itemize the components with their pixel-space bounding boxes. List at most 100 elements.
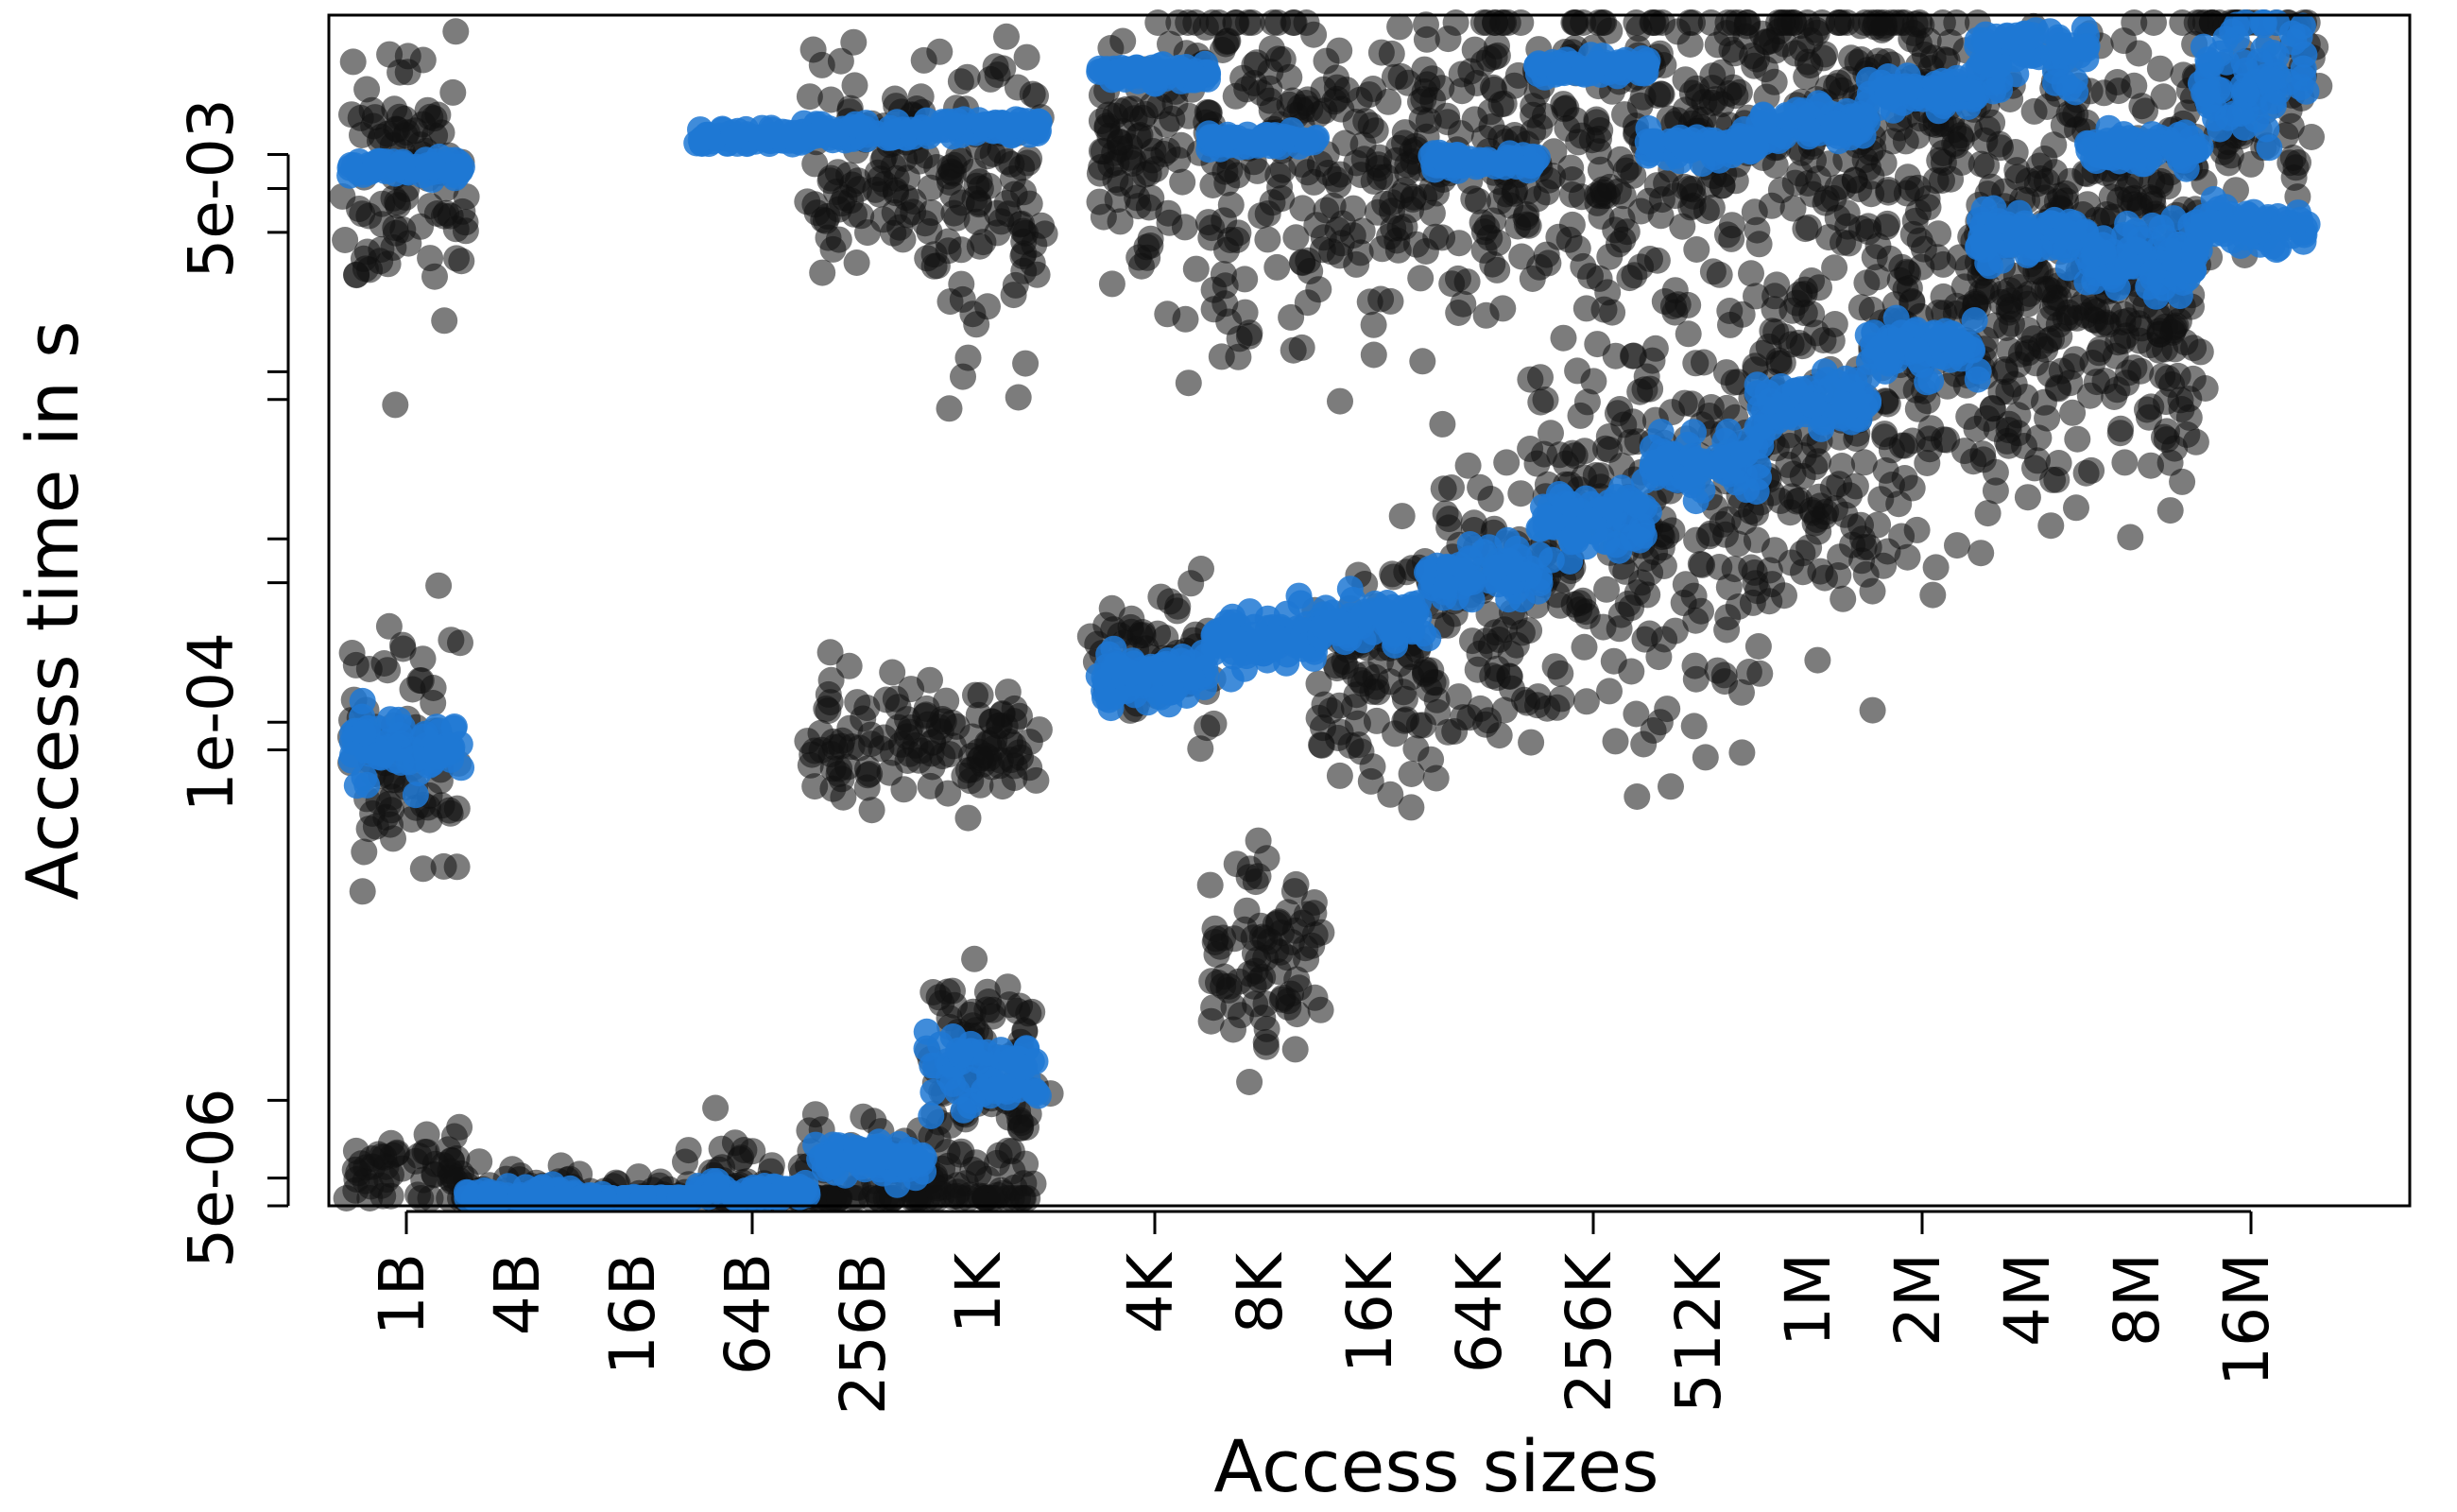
- data-point: [1558, 181, 1586, 208]
- data-point: [1933, 426, 1961, 454]
- data-point: [817, 86, 845, 113]
- data-point: [913, 701, 939, 729]
- data-point: [2132, 97, 2158, 125]
- data-point: [1967, 540, 1995, 567]
- data-point: [935, 780, 962, 807]
- data-point: [404, 1181, 432, 1209]
- data-point: [1791, 281, 1818, 308]
- data-point: [1220, 643, 1247, 670]
- data-point: [1386, 13, 1414, 41]
- data-point: [1491, 696, 1519, 724]
- data-point: [1223, 227, 1250, 253]
- data-point: [1584, 50, 1610, 77]
- data-point: [2063, 494, 2089, 522]
- data-point: [1239, 629, 1266, 657]
- data-point: [2182, 428, 2209, 455]
- data-point: [1196, 871, 1224, 899]
- data-point: [2078, 456, 2105, 484]
- data-point: [1671, 389, 1698, 417]
- data-point: [1705, 131, 1731, 159]
- data-point: [1252, 1028, 1280, 1056]
- data-point: [454, 1185, 481, 1211]
- data-point: [1327, 387, 1353, 415]
- data-point: [1969, 440, 1997, 468]
- data-point: [1706, 261, 1733, 288]
- data-point: [1904, 174, 1932, 201]
- data-point: [1305, 670, 1332, 697]
- data-point: [1696, 171, 1724, 198]
- data-point: [854, 762, 882, 789]
- data-point: [1743, 134, 1769, 162]
- data-point: [1714, 458, 1742, 486]
- data-point: [967, 175, 994, 202]
- data-point: [1157, 30, 1183, 58]
- data-point: [967, 681, 994, 709]
- data-point: [1547, 592, 1573, 619]
- data-point: [1596, 678, 1623, 705]
- data-point: [440, 714, 468, 742]
- data-point: [1237, 129, 1263, 156]
- data-point: [819, 235, 847, 263]
- data-point: [799, 36, 827, 63]
- data-point: [1380, 622, 1407, 649]
- data-point: [342, 651, 369, 679]
- data-point: [841, 200, 868, 228]
- data-point: [2026, 217, 2053, 245]
- data-point: [1643, 247, 1671, 274]
- data-point: [430, 852, 457, 880]
- data-point: [1746, 660, 1774, 687]
- data-point: [1761, 68, 1788, 95]
- data-point: [1842, 472, 1869, 500]
- data-point: [1322, 652, 1349, 679]
- data-point: [1340, 195, 1367, 222]
- data-point: [1281, 1036, 1309, 1063]
- data-point: [1435, 514, 1463, 541]
- data-point: [1790, 558, 1816, 586]
- data-point: [1495, 149, 1522, 177]
- data-point: [1431, 578, 1458, 606]
- data-point: [2107, 415, 2135, 442]
- data-point: [1675, 320, 1702, 348]
- data-point: [1164, 146, 1192, 174]
- data-point: [2064, 425, 2091, 453]
- data-point: [1147, 583, 1175, 610]
- data-point: [1589, 179, 1617, 206]
- data-point: [1767, 488, 1795, 514]
- data-point: [942, 1182, 970, 1210]
- data-point: [1305, 276, 1332, 303]
- data-point: [845, 167, 871, 195]
- data-point: [1472, 301, 1500, 329]
- data-point: [1104, 63, 1131, 91]
- data-point: [984, 61, 1011, 89]
- data-point: [1288, 334, 1315, 361]
- data-point: [1520, 118, 1547, 146]
- data-point: [1377, 287, 1404, 315]
- data-point: [1200, 622, 1228, 649]
- data-point: [948, 270, 975, 298]
- data-point: [438, 161, 466, 188]
- data-point: [1326, 762, 1353, 789]
- data-point: [919, 728, 947, 755]
- data-point: [1482, 619, 1509, 646]
- data-point: [1391, 707, 1418, 734]
- data-point: [1117, 660, 1144, 687]
- data-point: [1516, 617, 1543, 644]
- data-point: [1460, 509, 1487, 537]
- data-point: [1658, 773, 1684, 800]
- data-point: [1623, 700, 1650, 728]
- data-point: [1761, 537, 1788, 564]
- data-point: [1871, 423, 1899, 451]
- data-point: [353, 76, 381, 103]
- data-point: [1829, 116, 1856, 144]
- data-point: [389, 216, 417, 244]
- data-point: [947, 68, 974, 95]
- data-point: [1353, 661, 1381, 688]
- data-point: [431, 307, 458, 335]
- data-point: [862, 1134, 889, 1161]
- data-point: [913, 1035, 940, 1062]
- data-point: [801, 191, 829, 218]
- data-point: [1313, 197, 1340, 224]
- data-point: [351, 838, 378, 866]
- data-point: [2058, 352, 2086, 380]
- data-point: [351, 764, 378, 791]
